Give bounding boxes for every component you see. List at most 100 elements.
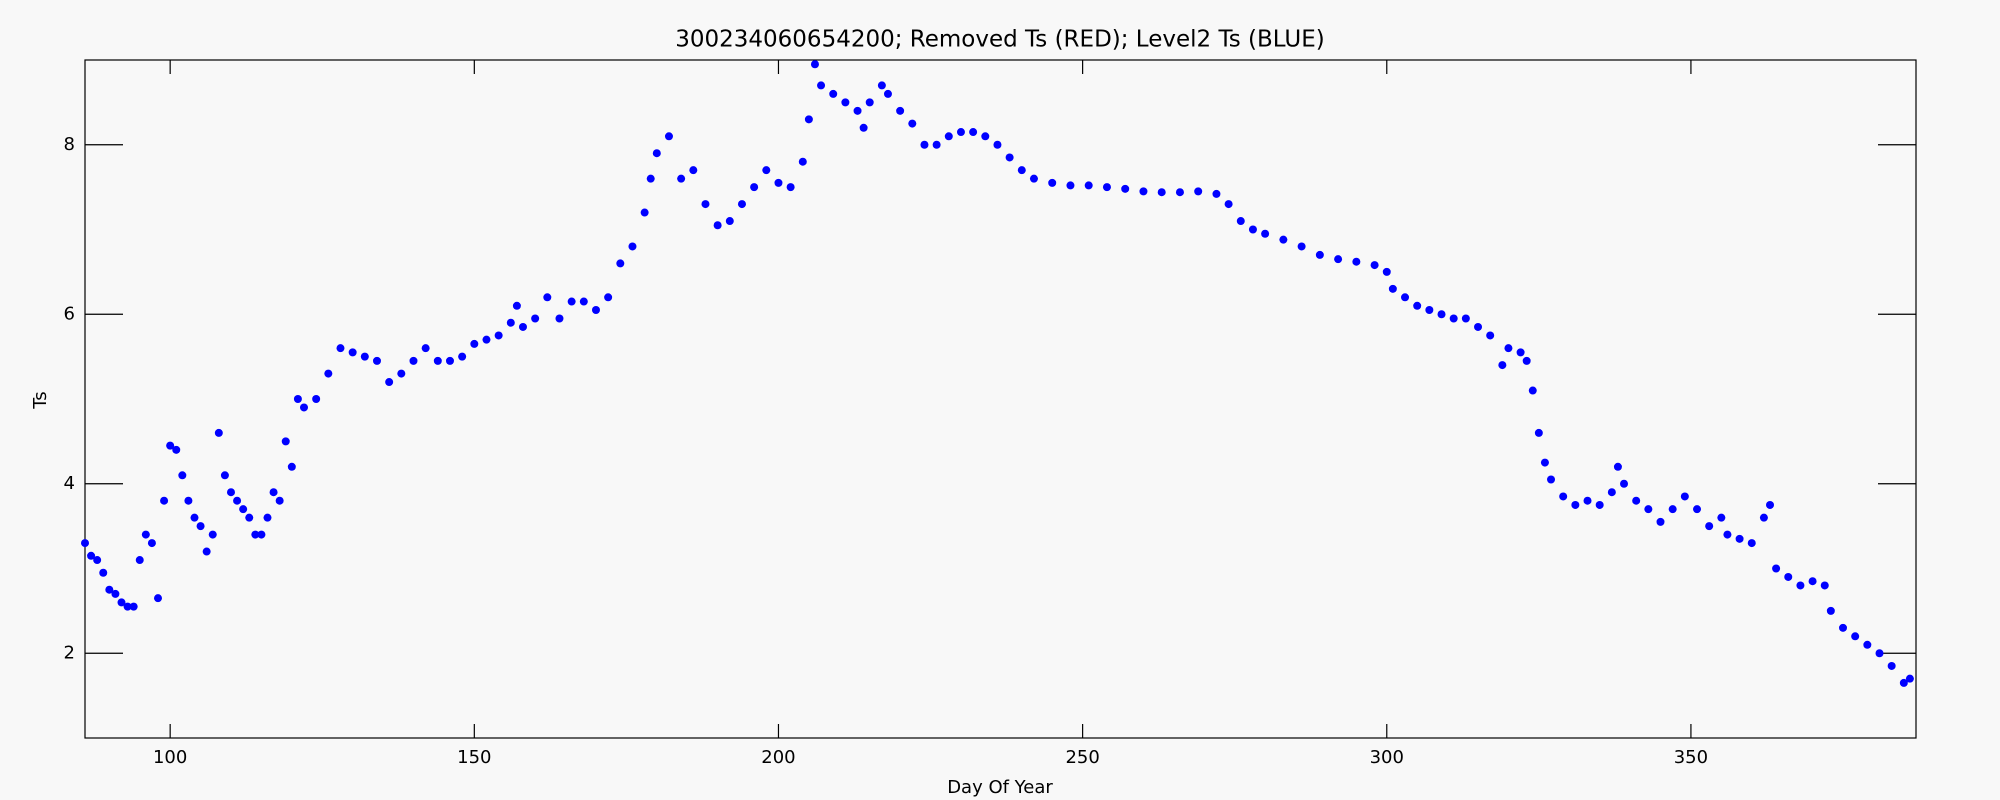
data-point <box>1693 505 1702 514</box>
data-point <box>1261 229 1270 238</box>
data-point <box>336 344 345 353</box>
data-point <box>725 217 734 226</box>
data-point <box>1595 500 1604 509</box>
data-point <box>1498 361 1507 370</box>
data-point <box>762 166 771 175</box>
data-point <box>798 157 807 166</box>
data-point <box>1212 189 1221 198</box>
data-point <box>1680 492 1689 501</box>
data-point <box>512 301 521 310</box>
data-point <box>652 149 661 158</box>
data-point <box>269 488 278 497</box>
data-point <box>737 200 746 209</box>
data-point <box>1534 428 1543 437</box>
data-point <box>774 178 783 187</box>
data-point <box>1048 178 1057 187</box>
data-point <box>853 106 862 115</box>
data-point <box>141 530 150 539</box>
data-point <box>178 471 187 480</box>
data-point <box>445 356 454 365</box>
y-tick-label: 2 <box>64 642 75 663</box>
data-point <box>111 589 120 598</box>
data-point <box>1808 577 1817 586</box>
data-point <box>1486 331 1495 340</box>
data-point <box>817 81 826 90</box>
data-point <box>1875 649 1884 658</box>
data-point <box>1194 187 1203 196</box>
x-tick-label: 200 <box>761 747 795 768</box>
data-point <box>1528 386 1537 395</box>
data-point <box>299 403 308 412</box>
data-point <box>1084 181 1093 190</box>
data-point <box>1315 250 1324 259</box>
data-point <box>1175 188 1184 197</box>
data-point <box>701 200 710 209</box>
data-point <box>829 89 838 98</box>
data-point <box>1449 314 1458 323</box>
data-point <box>324 369 333 378</box>
data-point <box>1224 200 1233 209</box>
data-point <box>689 166 698 175</box>
data-point <box>1388 284 1397 293</box>
data-point <box>1613 462 1622 471</box>
data-point <box>506 318 515 327</box>
data-point <box>287 462 296 471</box>
data-point <box>932 140 941 149</box>
x-axis-label: Day Of Year <box>947 777 1053 798</box>
data-point <box>397 369 406 378</box>
x-tick-label: 150 <box>457 747 491 768</box>
data-point <box>604 293 613 302</box>
data-point <box>944 132 953 141</box>
data-point <box>1413 301 1422 310</box>
data-point <box>226 488 235 497</box>
data-point <box>859 123 868 132</box>
data-point <box>1540 458 1549 467</box>
data-point <box>1236 217 1245 226</box>
data-point <box>1121 184 1130 193</box>
data-point <box>1102 183 1111 192</box>
data-point <box>1370 261 1379 270</box>
data-point <box>883 89 892 98</box>
data-point <box>1839 623 1848 632</box>
data-point <box>385 378 394 387</box>
data-point <box>1474 322 1483 331</box>
data-point <box>1437 310 1446 319</box>
data-point <box>1851 632 1860 641</box>
data-point <box>409 356 418 365</box>
data-point <box>677 174 686 183</box>
data-point <box>1352 257 1361 266</box>
y-tick-label: 6 <box>64 303 75 324</box>
data-point <box>1644 505 1653 514</box>
data-point <box>616 259 625 268</box>
data-point <box>1017 166 1026 175</box>
data-point <box>257 530 266 539</box>
data-point <box>1887 661 1896 670</box>
y-tick-label: 8 <box>64 134 75 155</box>
data-point <box>786 183 795 192</box>
data-point <box>312 395 321 403</box>
data-point <box>567 297 576 306</box>
data-point <box>810 60 819 69</box>
data-point <box>421 344 430 353</box>
data-point <box>281 437 290 446</box>
data-point <box>969 128 978 137</box>
data-point <box>579 297 588 306</box>
data-point <box>93 556 102 565</box>
data-point <box>239 505 248 514</box>
data-point <box>208 530 217 539</box>
data-point <box>1747 539 1756 548</box>
data-point <box>87 551 96 560</box>
data-point <box>251 530 260 539</box>
data-point <box>877 81 886 90</box>
data-point <box>105 585 114 594</box>
data-point <box>804 115 813 124</box>
chart-title: 300234060654200; Removed Ts (RED); Level… <box>675 27 1325 53</box>
data-point <box>117 598 126 607</box>
data-point <box>1759 513 1768 522</box>
data-point <box>184 496 193 505</box>
data-point <box>1139 187 1148 196</box>
data-point <box>1279 235 1288 244</box>
data-point <box>1425 306 1434 315</box>
